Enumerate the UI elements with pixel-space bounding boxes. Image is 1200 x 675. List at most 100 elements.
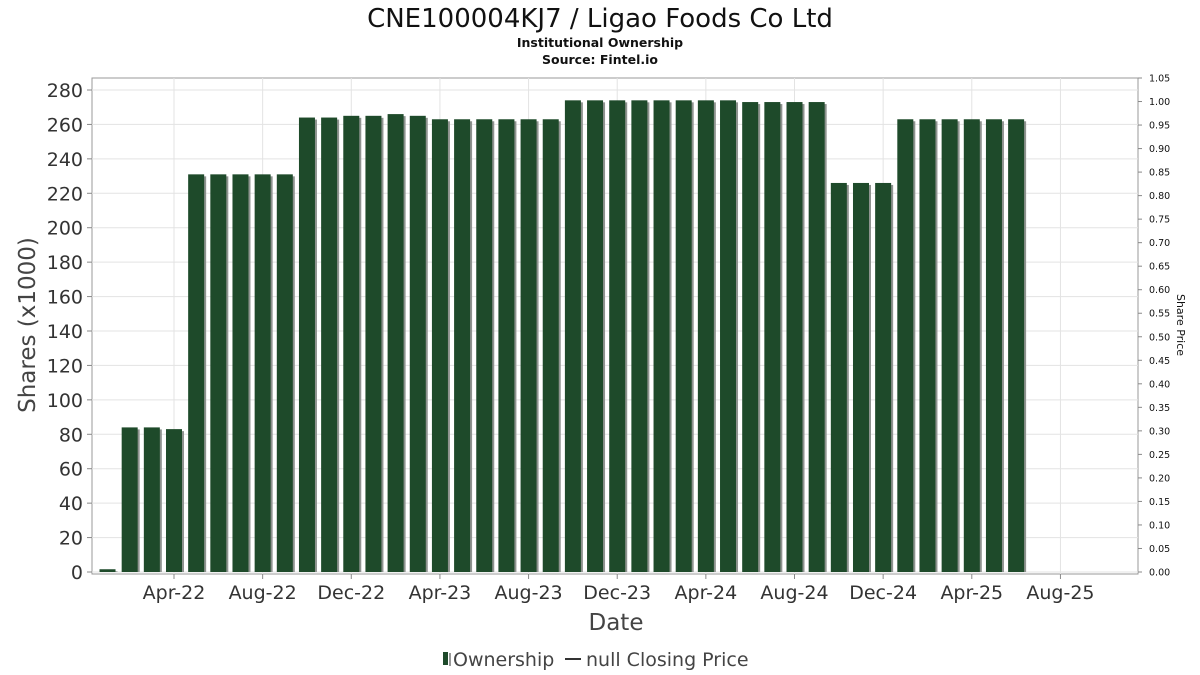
y-axis-right-tick-label: 0.40 bbox=[1149, 379, 1170, 390]
y-axis-left-tick-label: 140 bbox=[47, 321, 83, 343]
x-axis-tick-label: Aug-23 bbox=[495, 582, 563, 604]
y-axis-left-tick-label: 0 bbox=[71, 562, 83, 584]
bar bbox=[808, 102, 825, 573]
y-axis-right-tick-label: 0.75 bbox=[1149, 215, 1170, 226]
x-axis-tick-label: Dec-24 bbox=[849, 582, 917, 604]
x-axis-tick-label: Dec-22 bbox=[317, 582, 385, 604]
y-axis-right-tick-label: 0.70 bbox=[1149, 238, 1170, 249]
y-axis-right-tick-label: 0.20 bbox=[1149, 473, 1170, 484]
x-axis-tick-label: Aug-25 bbox=[1026, 582, 1094, 604]
bar bbox=[298, 117, 315, 573]
y-axis-left-tick-label: 20 bbox=[59, 528, 83, 550]
y-axis-left-tick-label: 200 bbox=[47, 218, 83, 240]
bar bbox=[365, 115, 382, 573]
bar bbox=[631, 100, 648, 572]
x-axis: Apr-22 Aug-22 Dec-22 Apr-23 Aug-23 Dec-23 Apr-… bbox=[143, 574, 1095, 604]
y-axis-right: 0.00 0.05 0.10 0.15 0.20 0.25 0.30 0.35 0.40 0.45… bbox=[1138, 74, 1170, 579]
x-axis-tick-label: Apr-24 bbox=[675, 582, 738, 604]
bar bbox=[697, 100, 714, 572]
bar-swatch-icon bbox=[443, 652, 448, 665]
bar bbox=[121, 427, 138, 572]
y-axis-left-tick-label: 100 bbox=[47, 390, 83, 412]
bar bbox=[653, 100, 670, 572]
bar bbox=[919, 119, 936, 572]
bar bbox=[609, 100, 626, 572]
y-axis-right-tick-label: 0.15 bbox=[1149, 497, 1170, 508]
bar bbox=[542, 119, 559, 572]
bar bbox=[742, 102, 759, 573]
bar bbox=[254, 174, 271, 572]
bar bbox=[431, 119, 448, 572]
x-axis-tick-label: Apr-22 bbox=[143, 582, 206, 604]
bar bbox=[675, 100, 692, 572]
legend-label-ownership: Ownership bbox=[453, 649, 554, 671]
y-axis-left-tick-label: 240 bbox=[47, 149, 83, 171]
bar bbox=[387, 114, 404, 572]
chart-subtitle-ownership: Institutional Ownership bbox=[517, 35, 683, 50]
y-axis-right-tick-label: 0.45 bbox=[1149, 356, 1170, 367]
legend: Ownership null Closing Price bbox=[443, 649, 749, 671]
y-axis-left: 0 20 40 60 80 100 120 140 160 180 200 220 240 260 280 bbox=[47, 80, 92, 584]
bar bbox=[498, 119, 515, 572]
y-axis-right-title: Share Price bbox=[1174, 294, 1187, 356]
y-axis-right-tick-label: 0.90 bbox=[1149, 144, 1170, 155]
bar bbox=[897, 119, 914, 572]
bar bbox=[165, 429, 182, 572]
bar bbox=[564, 100, 581, 572]
x-axis-tick-label: Aug-22 bbox=[229, 582, 297, 604]
x-axis-tick-label: Aug-24 bbox=[760, 582, 828, 604]
y-axis-left-tick-label: 60 bbox=[59, 459, 83, 481]
bar bbox=[232, 174, 249, 572]
y-axis-right-tick-label: 0.80 bbox=[1149, 191, 1170, 202]
y-axis-right-tick-label: 0.05 bbox=[1149, 544, 1170, 555]
bar bbox=[941, 119, 958, 572]
y-axis-left-tick-label: 80 bbox=[59, 424, 83, 446]
chart-title: CNE100004KJ7 / Ligao Foods Co Ltd bbox=[367, 4, 833, 34]
bar bbox=[454, 119, 471, 572]
bar bbox=[143, 427, 160, 572]
x-axis-title: Date bbox=[589, 610, 644, 636]
bar bbox=[830, 182, 847, 572]
bar bbox=[963, 119, 980, 572]
y-axis-left-tick-label: 260 bbox=[47, 114, 83, 136]
y-axis-right-tick-label: 1.00 bbox=[1149, 97, 1170, 108]
y-axis-left-tick-label: 220 bbox=[47, 183, 83, 205]
y-axis-left-tick-label: 280 bbox=[47, 80, 83, 102]
y-axis-right-tick-label: 0.95 bbox=[1149, 121, 1170, 132]
y-axis-right-tick-label: 0.85 bbox=[1149, 168, 1170, 179]
bar-series-ownership bbox=[99, 100, 1027, 573]
y-axis-left-title: Shares (x1000) bbox=[15, 237, 41, 413]
y-axis-right-tick-label: 0.35 bbox=[1149, 403, 1170, 414]
y-axis-left-tick-label: 160 bbox=[47, 287, 83, 309]
bar bbox=[343, 115, 360, 573]
y-axis-right-tick-label: 0.30 bbox=[1149, 426, 1170, 437]
y-axis-right-tick-label: 0.55 bbox=[1149, 309, 1170, 320]
y-axis-right-tick-label: 0.00 bbox=[1149, 568, 1170, 579]
y-axis-left-tick-label: 40 bbox=[59, 493, 83, 515]
chart-subtitle-source: Source: Fintel.io bbox=[542, 52, 658, 67]
bar bbox=[786, 102, 803, 573]
bar bbox=[99, 569, 116, 572]
y-axis-right-tick-label: 0.60 bbox=[1149, 285, 1170, 296]
x-axis-tick-label: Apr-25 bbox=[940, 582, 1003, 604]
legend-label-closing-price: null Closing Price bbox=[586, 649, 749, 671]
bar bbox=[276, 174, 293, 572]
bar bbox=[409, 115, 426, 573]
bar bbox=[476, 119, 493, 572]
bar bbox=[875, 182, 892, 572]
bar bbox=[1008, 119, 1025, 572]
bar bbox=[520, 119, 537, 572]
y-axis-right-tick-label: 0.65 bbox=[1149, 262, 1170, 273]
y-axis-right-tick-label: 1.05 bbox=[1149, 74, 1170, 85]
bar bbox=[764, 102, 781, 573]
y-axis-left-tick-label: 120 bbox=[47, 355, 83, 377]
y-axis-left-tick-label: 180 bbox=[47, 252, 83, 274]
x-axis-tick-label: Dec-23 bbox=[583, 582, 651, 604]
y-axis-right-tick-label: 0.25 bbox=[1149, 450, 1170, 461]
y-axis-right-tick-label: 0.10 bbox=[1149, 520, 1170, 531]
bar bbox=[985, 119, 1002, 572]
bar bbox=[587, 100, 604, 572]
bar bbox=[321, 117, 338, 573]
bar-swatch-shadow bbox=[449, 653, 451, 666]
x-axis-tick-label: Apr-23 bbox=[409, 582, 472, 604]
